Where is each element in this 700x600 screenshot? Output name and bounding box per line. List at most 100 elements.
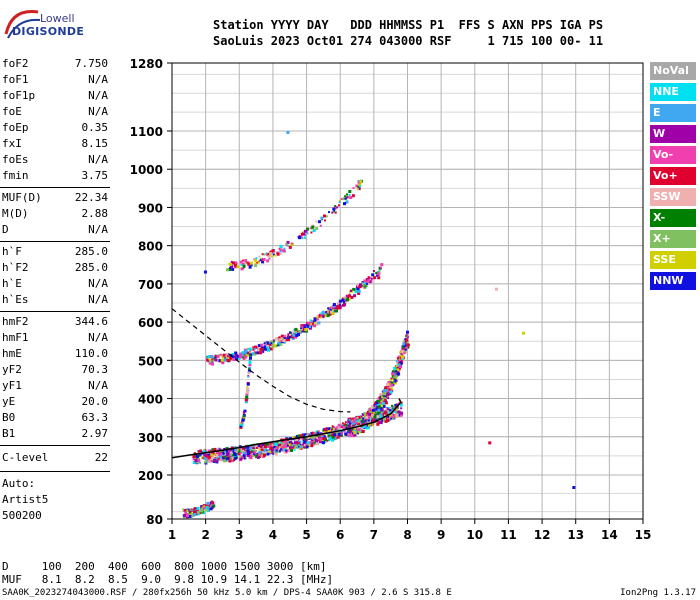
panel-separator [0, 187, 110, 188]
echo-point [297, 333, 300, 337]
echo-point [280, 445, 283, 448]
echo-point [380, 263, 384, 267]
echo-point [228, 459, 232, 463]
echo-point [372, 406, 376, 410]
param-name: h`E [2, 277, 22, 290]
echo-point [205, 459, 208, 462]
echo-point [301, 436, 305, 440]
echo-point [307, 321, 311, 325]
echo-point [214, 355, 217, 358]
echo-point [207, 459, 211, 463]
echo-point [370, 411, 372, 414]
param-name: fmin [2, 169, 29, 182]
echo-point [244, 261, 247, 264]
param-row: hmF2 344.6 [2, 315, 108, 331]
echo-point [391, 404, 393, 407]
echo-point [225, 449, 229, 453]
echo-point [238, 358, 241, 360]
echo-point [190, 512, 193, 515]
echo-point [335, 434, 338, 437]
echo-point [304, 329, 308, 333]
x-tick-label: 14 [601, 528, 618, 542]
echo-point [324, 314, 328, 318]
echo-point [211, 448, 214, 451]
echo-point [205, 509, 208, 512]
echo-point [222, 353, 226, 357]
echo-point [361, 429, 365, 433]
echo-point [349, 290, 352, 292]
echo-point [344, 197, 347, 200]
echo-point [349, 196, 353, 199]
echo-point [260, 343, 264, 347]
echo-point [332, 432, 335, 434]
echo-point [223, 358, 227, 362]
echo-point [264, 347, 268, 351]
echo-point [374, 405, 377, 408]
muf-value-row: MUF 8.1 8.2 8.5 9.0 9.8 10.9 14.1 22.3 [… [2, 573, 334, 586]
echo-point [322, 316, 324, 318]
param-value: N/A [88, 277, 108, 290]
echo-point [247, 262, 251, 266]
echo-point [326, 314, 330, 318]
echo-point [347, 294, 351, 298]
echo-point [359, 422, 362, 425]
echo-point [390, 377, 393, 380]
echo-point [246, 348, 249, 350]
echo-point [320, 312, 323, 315]
echo-point [290, 446, 294, 450]
echo-point [282, 448, 285, 450]
echo-point [344, 432, 348, 436]
echo-point [328, 427, 331, 430]
echo-point [194, 458, 198, 462]
echo-point [393, 409, 397, 413]
echo-point [290, 449, 293, 452]
echo-point [351, 421, 355, 425]
echo-point [254, 262, 257, 265]
echo-point [259, 347, 263, 351]
echo-point [321, 435, 325, 439]
echo-point [308, 441, 312, 445]
echo-point [257, 452, 260, 455]
echo-point [340, 431, 343, 434]
x-tick-label: 13 [567, 528, 584, 542]
y-tick-label: 900 [138, 201, 163, 215]
echo-point [360, 430, 363, 433]
echo-point [192, 461, 196, 464]
echo-point [393, 381, 397, 385]
echo-point [302, 230, 305, 233]
echo-point [288, 335, 292, 339]
echo-point [232, 448, 235, 451]
echo-point [242, 457, 244, 460]
echo-point [334, 306, 338, 309]
echo-point [258, 351, 262, 355]
echo-point [375, 401, 378, 404]
echo-point [362, 413, 365, 416]
echo-point [326, 310, 330, 314]
echo-point [359, 283, 362, 287]
echo-point [316, 431, 320, 435]
echo-point [270, 448, 274, 452]
echo-point [258, 450, 262, 454]
echo-point [381, 390, 384, 393]
echo-point [223, 459, 226, 463]
echo-point [335, 309, 338, 313]
echo-point [234, 456, 238, 460]
echo-point [360, 281, 363, 284]
echo-point [306, 232, 309, 235]
echo-point [205, 457, 209, 461]
echo-point [353, 294, 357, 298]
echo-point [372, 410, 376, 414]
echo-point [296, 446, 299, 449]
echo-point [287, 338, 290, 342]
autoscaling-line2: Artist5 [2, 493, 49, 506]
echo-point [356, 287, 360, 291]
echo-point [297, 434, 301, 438]
echo-point [342, 430, 345, 433]
echo-point [232, 358, 236, 362]
echo-point [246, 386, 249, 389]
logo-digisonde: DIGISONDE [12, 25, 85, 38]
echo-point [251, 447, 254, 450]
echo-point [247, 371, 250, 374]
echo-point [314, 319, 316, 322]
echo-point [249, 446, 253, 450]
